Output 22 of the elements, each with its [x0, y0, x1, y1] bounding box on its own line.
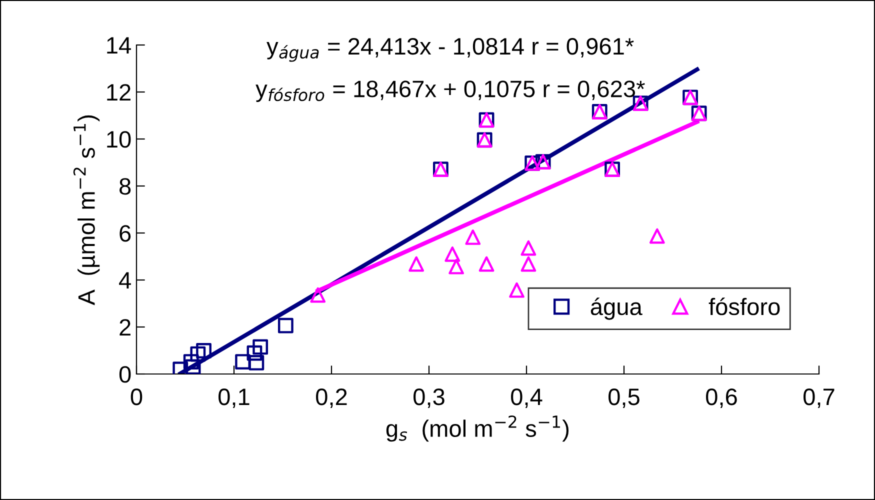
y-tick-label: 2 [120, 319, 130, 336]
x-tick-label: 0,3 [414, 388, 444, 408]
y-axis-title: A (µmol m$^{−2}$ s$^{−1}$) [73, 115, 100, 306]
y-tick-label: 12 [107, 84, 130, 101]
x-tick-label: 0,4 [511, 388, 542, 408]
annotation: y$_{água}$ = 24,413x - 1,0814 r = 0,961* [266, 38, 634, 62]
y-tick-label: 6 [120, 225, 131, 242]
x-tick-label: 0,5 [608, 388, 640, 408]
y-tick-label: 10 [107, 131, 131, 148]
y-tick-label: 0 [119, 366, 131, 383]
x-tick-label: 0,6 [706, 388, 737, 408]
legend-label: água [590, 298, 642, 320]
legend-label: fósforo [708, 298, 780, 316]
annotation: y$_{fósforo}$ = 18,467x + 0,1075 r = 0,623* [256, 80, 645, 102]
x-axis-title: g$_{s}$ (mol m$^{−2}$ s$^{−1}$) [386, 415, 569, 442]
x-tick-label: 0,1 [218, 388, 250, 408]
y-tick-label: 4 [119, 272, 131, 289]
y-tick-label: 8 [120, 178, 131, 195]
x-tick-label: 0 [130, 388, 142, 406]
y-tick-label: 14 [107, 37, 131, 54]
x-tick-label: 0,2 [316, 388, 347, 408]
x-tick-label: 0,7 [804, 388, 834, 408]
